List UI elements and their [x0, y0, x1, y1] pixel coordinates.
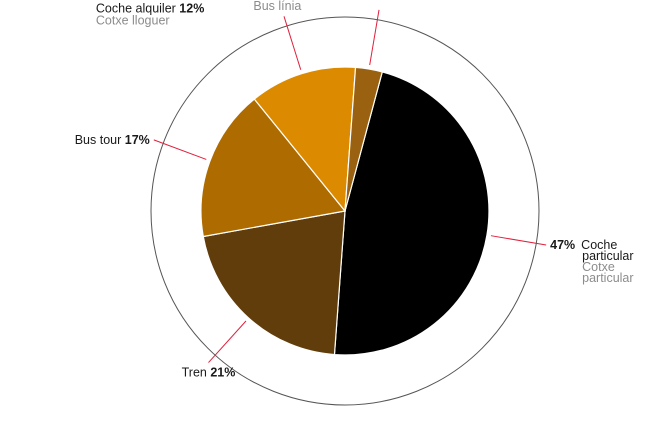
slice-value-coche-alquiler: 12%: [179, 1, 204, 15]
slice-label-ca-line2-coche-particular: particular: [582, 271, 633, 285]
leader-line-coche-particular: [490, 235, 547, 246]
label-bus-linea: Bus línea 3% Bus línia: [253, 0, 327, 13]
slice-label-coche-particular: Coche: [581, 238, 617, 252]
slice-label-bus-tour: Bus tour: [75, 133, 125, 147]
slice-tren: [202, 210, 346, 356]
slice-coche-alquiler: [253, 66, 357, 213]
leader-line-tren: [208, 320, 247, 363]
leader-line-bus-linea: [369, 9, 380, 66]
slice-value-bus-tour: 17%: [125, 133, 150, 147]
slice-label-bus-linea: Bus línea: [253, 0, 309, 1]
label-bus-tour: Bus tour 17%: [75, 133, 150, 147]
slice-value-coche-particular: 47%: [550, 238, 575, 252]
slice-label-ca-bus-linea: Bus línia: [253, 0, 301, 13]
slice-label-ca-coche-alquiler: Cotxe lloguer: [96, 13, 170, 27]
slice-value-tren: 21%: [210, 366, 235, 380]
slice-bus-linea: [344, 66, 384, 212]
outer-ring: [150, 16, 540, 406]
leader-line-coche-alquiler: [283, 16, 302, 70]
slice-label-line2-coche-particular: particular: [582, 249, 633, 263]
label-coche-alquiler: Coche alquiler 12% Cotxe lloguer: [96, 1, 204, 27]
slice-label-coche-alquiler: Coche alquiler: [96, 1, 179, 15]
slice-bus-tour: [200, 98, 347, 238]
slice-label-ca-coche-particular: Cotxe: [582, 260, 615, 274]
slice-label-tren: Tren: [182, 366, 211, 380]
label-tren: Tren 21%: [182, 366, 236, 380]
label-coche-particular: 47% Coche particular Cotxe particular: [550, 238, 633, 285]
slice-value-bus-linea: 3%: [309, 0, 327, 1]
slice-coche-particular: [333, 71, 490, 356]
leader-line-bus-tour: [153, 139, 207, 160]
